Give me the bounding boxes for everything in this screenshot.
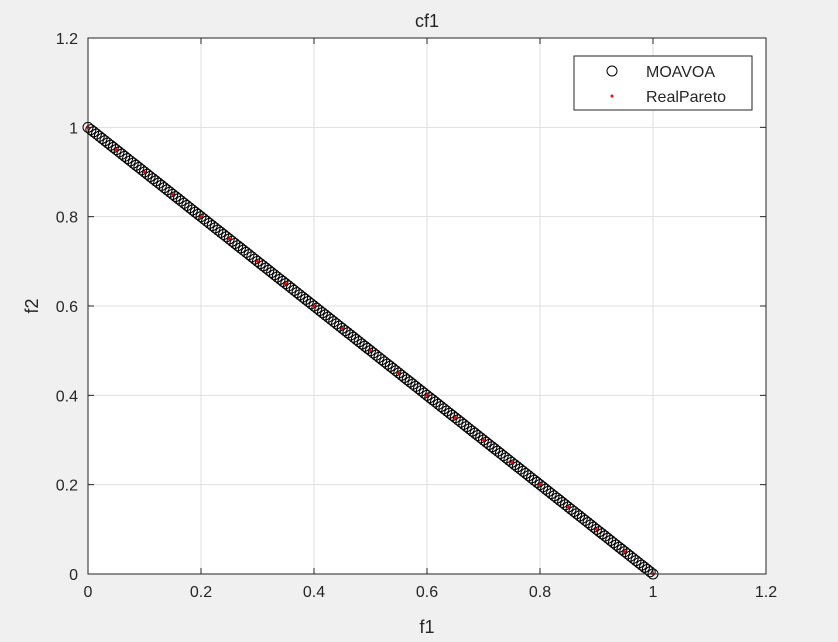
realpareto-point [171, 192, 175, 196]
y-tick-label: 0 [69, 567, 78, 584]
realpareto-point [284, 282, 288, 286]
y-tick-label: 0.4 [56, 388, 78, 405]
legend-marker-moavoa [606, 65, 618, 77]
realpareto-point [623, 550, 627, 554]
x-tick-label: 0.8 [529, 584, 551, 601]
y-tick-label: 0.6 [56, 299, 78, 316]
x-tick-label: 0.4 [303, 584, 325, 601]
x-tick-label: 1.2 [755, 584, 777, 601]
y-axis-ticks: 0 0.2 0.4 0.6 0.8 1 1.2 [56, 31, 766, 584]
x-tick-label: 0 [84, 584, 93, 601]
realpareto-point [227, 237, 231, 241]
realpareto-point [397, 371, 401, 375]
moavoa-series [82, 121, 659, 580]
realpareto-point [340, 326, 344, 330]
x-tick-label: 0.6 [416, 584, 438, 601]
legend: MOAVOA RealPareto [573, 55, 753, 111]
y-axis-label: f2 [22, 298, 42, 313]
x-axis-ticks: 0 0.2 0.4 0.6 0.8 1 1.2 [84, 38, 777, 601]
realpareto-point [510, 460, 514, 464]
legend-label-realpareto: RealPareto [646, 89, 726, 106]
legend-marker-realpareto [610, 94, 614, 98]
y-tick-label: 0.8 [56, 210, 78, 227]
realpareto-point [256, 259, 259, 263]
realpareto-point [114, 148, 118, 152]
realpareto-point [595, 527, 598, 531]
legend-box [573, 55, 753, 111]
x-tick-label: 0.2 [190, 584, 212, 601]
realpareto-point [453, 416, 457, 420]
realpareto-point [425, 393, 429, 397]
chart-title: cf1 [415, 11, 439, 31]
x-tick-label: 1 [649, 584, 658, 601]
y-tick-label: 1 [69, 120, 78, 137]
y-tick-label: 0.2 [56, 478, 78, 495]
realpareto-point [143, 170, 146, 174]
y-tick-label: 1.2 [56, 31, 78, 48]
realpareto-series [86, 125, 655, 576]
realpareto-point [538, 483, 542, 487]
realpareto-point [482, 438, 485, 442]
x-axis-label: f1 [419, 617, 434, 637]
realpareto-point [566, 505, 570, 509]
moavoa-point [644, 566, 656, 578]
realpareto-point [199, 215, 203, 219]
realpareto-point [312, 304, 316, 308]
legend-label-moavoa: MOAVOA [646, 64, 715, 81]
realpareto-point [369, 349, 372, 353]
